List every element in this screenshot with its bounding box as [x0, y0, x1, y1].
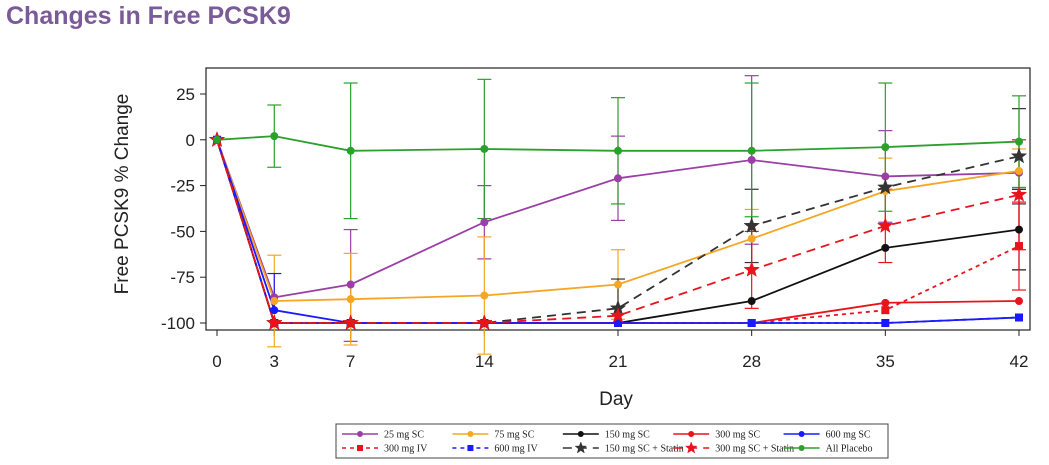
data-point-75-mg-sc [270, 297, 279, 306]
data-point-300-mg-sc-statin [743, 261, 760, 277]
data-point-all-placebo [881, 143, 890, 152]
data-point-300-mg-sc-statin [342, 314, 359, 331]
y-tick-label: 0 [186, 131, 195, 150]
legend-marker [357, 431, 363, 437]
data-point-150-mg-sc-statin [743, 217, 760, 233]
data-point-150-mg-sc-statin [877, 178, 894, 195]
legend-label: 600 mg SC [826, 430, 871, 441]
y-tick-label: -25 [170, 177, 195, 196]
legend-box [335, 423, 889, 459]
legend-marker [574, 441, 588, 454]
legend-marker [467, 431, 474, 437]
legend-label: 75 mg SC [494, 430, 534, 441]
data-point-75-mg-sc [747, 234, 756, 243]
data-point-600-mg-sc [270, 306, 279, 315]
y-axis-title: Free PCSK9 % Change [112, 94, 133, 295]
data-point-300-mg-sc-statin [1010, 186, 1028, 202]
legend-label: 150 mg SC + Statin [605, 444, 684, 455]
data-point-600-mg-iv [747, 319, 756, 327]
legend-label: All Placebo [826, 444, 873, 455]
legend-marker [684, 441, 698, 454]
data-point-75-mg-sc [346, 295, 355, 304]
x-axis-title: Day [599, 389, 633, 410]
y-tick-label: -50 [170, 222, 195, 241]
data-point-all-placebo [270, 132, 279, 141]
x-tick-label: 28 [742, 352, 761, 371]
data-point-300-mg-sc-statin [266, 314, 283, 331]
y-tick-label: -100 [161, 314, 195, 333]
x-tick-label: 0 [212, 352, 221, 371]
series-line-300-mg-sc-statin [216, 139, 1020, 324]
x-tick-label: 42 [1010, 352, 1029, 371]
series-line-75-mg-sc [216, 139, 1020, 302]
data-point-150-mg-sc [747, 297, 756, 306]
data-point-all-placebo [747, 146, 756, 155]
legend-marker [357, 445, 363, 451]
data-point-all-placebo [480, 144, 489, 153]
data-point-25-mg-sc [346, 280, 355, 289]
data-point-300-mg-sc [881, 298, 890, 307]
legend-label: 25 mg SC [384, 430, 424, 441]
series-line-600-mg-sc [216, 139, 1020, 324]
data-point-150-mg-sc-statin [1010, 147, 1028, 164]
x-tick-label: 3 [270, 352, 279, 371]
data-point-300-mg-sc-statin [877, 217, 894, 233]
data-point-75-mg-sc [1015, 166, 1023, 175]
data-point-25-mg-sc [614, 174, 622, 183]
data-point-600-mg-iv [1015, 313, 1023, 322]
data-point-all-placebo [213, 135, 221, 144]
data-point-75-mg-sc [480, 291, 489, 300]
y-tick-label: -75 [170, 268, 195, 287]
legend-marker [798, 445, 805, 451]
x-tick-label: 35 [876, 352, 895, 371]
legend-marker [798, 431, 805, 437]
data-point-300-mg-sc [1015, 297, 1023, 306]
data-point-150-mg-sc [1015, 225, 1023, 234]
legend-marker [688, 431, 695, 437]
data-point-25-mg-sc [881, 172, 890, 181]
data-point-600-mg-iv [881, 319, 890, 327]
data-point-150-mg-sc [881, 243, 890, 252]
legend-marker [467, 445, 474, 451]
y-tick-label: 25 [176, 85, 195, 104]
x-tick-label: 7 [346, 352, 355, 371]
legend-marker [577, 431, 584, 437]
data-point-all-placebo [346, 146, 355, 155]
legend-label: 300 mg SC [715, 430, 760, 441]
legend-label: 300 mg IV [384, 444, 428, 455]
data-point-25-mg-sc [480, 218, 489, 227]
series-line-150-mg-sc-statin [216, 139, 1020, 324]
legend-label: 150 mg SC [605, 430, 650, 441]
data-point-all-placebo [1015, 137, 1023, 146]
data-point-25-mg-sc [747, 155, 756, 164]
data-point-75-mg-sc [614, 280, 622, 289]
data-point-300-mg-sc-statin [609, 306, 627, 323]
data-point-600-mg-iv [614, 319, 622, 327]
data-point-all-placebo [614, 146, 622, 155]
data-point-300-mg-iv [1015, 242, 1023, 251]
x-tick-label: 14 [475, 352, 494, 371]
series-line-25-mg-sc [216, 139, 1020, 299]
x-tick-label: 21 [609, 352, 628, 371]
slide-title: Changes in Free PCSK9 [6, 2, 291, 30]
legend-label: 600 mg IV [494, 444, 538, 455]
data-point-300-mg-sc-statin [476, 314, 493, 331]
series-line-all-placebo [216, 135, 1020, 152]
legend-label: 300 mg SC + Statin [715, 444, 794, 455]
data-point-300-mg-iv [881, 306, 890, 315]
